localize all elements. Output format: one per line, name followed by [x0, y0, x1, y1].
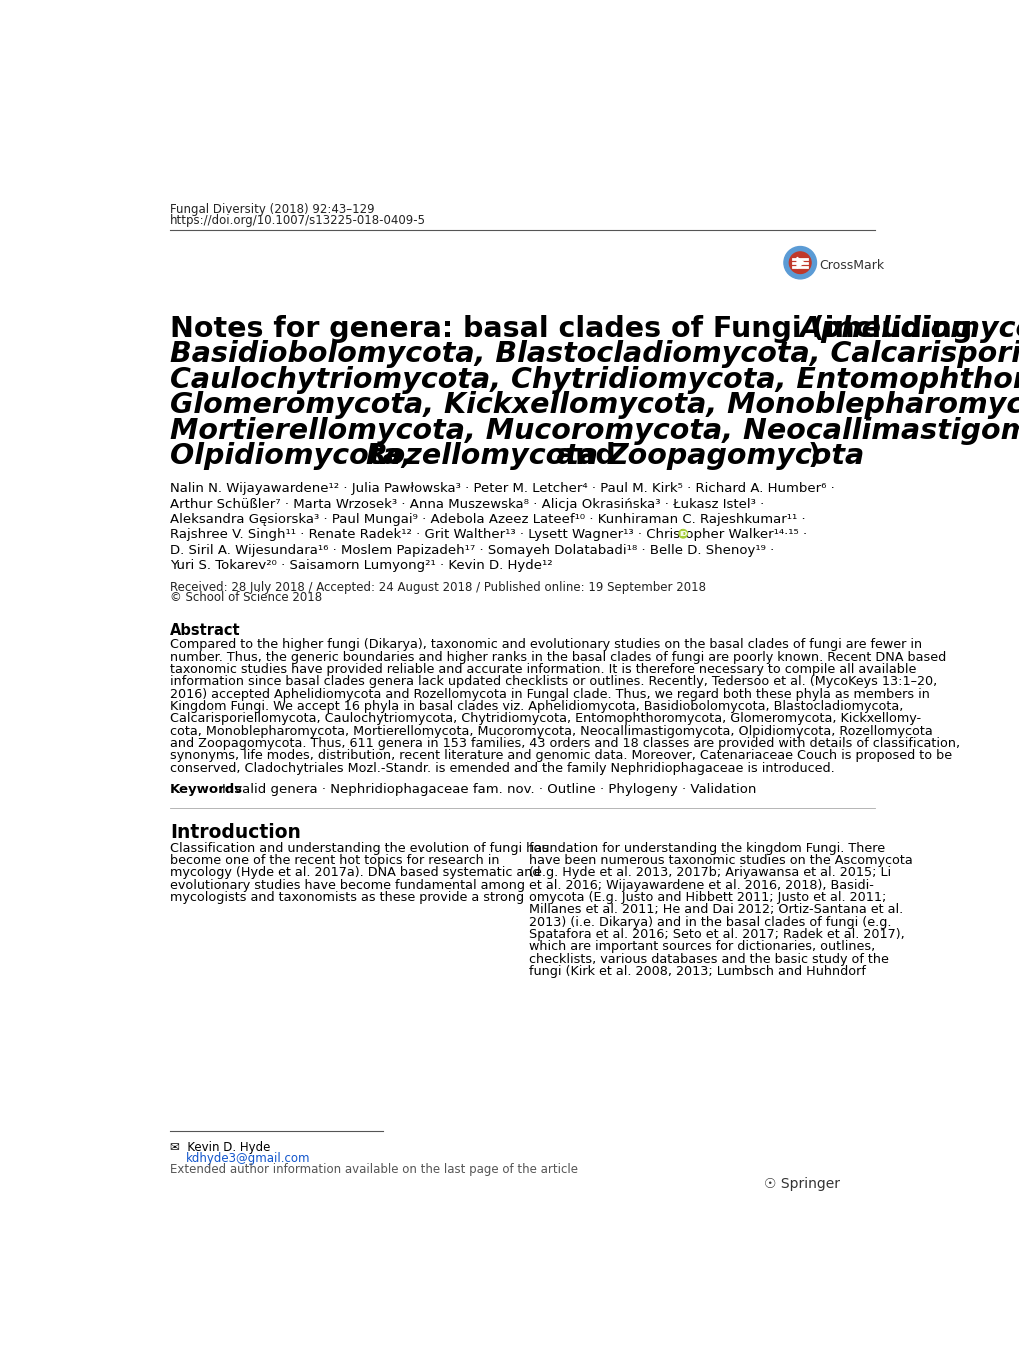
Text: Fungal Diversity (2018) 92:43–129: Fungal Diversity (2018) 92:43–129 [170, 203, 374, 215]
Text: mycology (Hyde et al. 2017a). DNA based systematic and: mycology (Hyde et al. 2017a). DNA based … [170, 866, 540, 879]
Text: Rajshree V. Singh¹¹ · Renate Radek¹² · Grit Walther¹³ · Lysett Wagner¹³ · Christ: Rajshree V. Singh¹¹ · Renate Radek¹² · G… [170, 528, 806, 542]
Text: Kingdom Fungi. We accept 16 phyla in basal clades viz. Aphelidiomycota, Basidiob: Kingdom Fungi. We accept 16 phyla in bas… [170, 701, 903, 713]
Text: Arthur Schüßler⁷ · Marta Wrzosek³ · Anna Muszewska⁸ · Alicja Okrasińska³ · Łukas: Arthur Schüßler⁷ · Marta Wrzosek³ · Anna… [170, 497, 763, 511]
Text: © School of Science 2018: © School of Science 2018 [170, 592, 322, 604]
Text: (e.g. Hyde et al. 2013, 2017b; Ariyawansa et al. 2015; Li: (e.g. Hyde et al. 2013, 2017b; Ariyawans… [529, 866, 891, 879]
Text: Compared to the higher fungi (Dikarya), taxonomic and evolutionary studies on th: Compared to the higher fungi (Dikarya), … [170, 638, 921, 652]
Text: Classification and understanding the evolution of fungi has: Classification and understanding the evo… [170, 841, 548, 855]
Text: Spatafora et al. 2016; Seto et al. 2017; Radek et al. 2017),: Spatafora et al. 2016; Seto et al. 2017;… [529, 928, 904, 940]
Text: Nalin N. Wijayawardene¹² · Julia Pawłowska³ · Peter M. Letcher⁴ · Paul M. Kirk⁵ : Nalin N. Wijayawardene¹² · Julia Pawłows… [170, 482, 835, 495]
Text: evolutionary studies have become fundamental among: evolutionary studies have become fundame… [170, 878, 525, 892]
Text: et al. 2016; Wijayawardene et al. 2016, 2018), Basidi-: et al. 2016; Wijayawardene et al. 2016, … [529, 878, 873, 892]
Text: conserved, Cladochytriales Mozl.-Standr. is emended and the family Nephridiophag: conserved, Cladochytriales Mozl.-Standr.… [170, 762, 835, 775]
Text: Rozellomycota: Rozellomycota [366, 442, 598, 470]
Text: Aleksandra Gęsiorska³ · Paul Mungai⁹ · Adebola Azeez Lateef¹⁰ · Kunhiraman C. Ra: Aleksandra Gęsiorska³ · Paul Mungai⁹ · A… [170, 514, 805, 526]
Text: 2013) (i.e. Dikarya) and in the basal clades of fungi (e.g.: 2013) (i.e. Dikarya) and in the basal cl… [529, 916, 891, 928]
Text: Notes for genera: basal clades of Fungi (including: Notes for genera: basal clades of Fungi … [170, 316, 981, 343]
Text: iD: iD [679, 531, 687, 537]
Polygon shape [796, 257, 803, 268]
Text: Mortierellomycota, Mucoromycota, Neocallimastigomycota,: Mortierellomycota, Mucoromycota, Neocall… [170, 417, 1019, 444]
Text: Received: 28 July 2018 / Accepted: 24 August 2018 / Published online: 19 Septemb: Received: 28 July 2018 / Accepted: 24 Au… [170, 581, 705, 593]
Text: Caulochytriomycota, Chytridiomycota, Entomophthoromycota,: Caulochytriomycota, Chytridiomycota, Ent… [170, 366, 1019, 394]
Text: CrossMark: CrossMark [819, 259, 883, 271]
Text: checklists, various databases and the basic study of the: checklists, various databases and the ba… [529, 953, 888, 966]
Text: Basidiobolomycota, Blastocladiomycota, Calcarisporiellomycota,: Basidiobolomycota, Blastocladiomycota, C… [170, 340, 1019, 369]
Circle shape [784, 247, 815, 279]
Text: synonyms, life modes, distribution, recent literature and genomic data. Moreover: synonyms, life modes, distribution, rece… [170, 749, 952, 763]
Text: ✉  Kevin D. Hyde: ✉ Kevin D. Hyde [170, 1141, 270, 1154]
Text: fungi (Kirk et al. 2008, 2013; Lumbsch and Huhndorf: fungi (Kirk et al. 2008, 2013; Lumbsch a… [529, 965, 865, 978]
Text: Invalid genera · Nephridiophagaceae fam. nov. · Outline · Phylogeny · Validation: Invalid genera · Nephridiophagaceae fam.… [222, 783, 756, 797]
Text: Aphelidiomycota,: Aphelidiomycota, [799, 316, 1019, 343]
Text: information since basal clades genera lack updated checklists or outlines. Recen: information since basal clades genera la… [170, 675, 936, 688]
Text: number. Thus, the generic boundaries and higher ranks in the basal clades of fun: number. Thus, the generic boundaries and… [170, 650, 946, 664]
Text: cota, Monoblepharomycota, Mortierellomycota, Mucoromycota, Neocallimastigomycota: cota, Monoblepharomycota, Mortierellomyc… [170, 725, 932, 737]
Text: 2016) accepted Aphelidiomycota and Rozellomycota in Fungal clade. Thus, we regar: 2016) accepted Aphelidiomycota and Rozel… [170, 688, 929, 701]
Text: Calcarisporiellomycota, Caulochytriomycota, Chytridiomycota, Entomophthoromycota: Calcarisporiellomycota, Caulochytriomyco… [170, 713, 920, 725]
Text: Glomeromycota, Kickxellomycota, Monoblepharomycota,: Glomeromycota, Kickxellomycota, Monoblep… [170, 392, 1019, 419]
Text: have been numerous taxonomic studies on the Ascomycota: have been numerous taxonomic studies on … [529, 854, 912, 867]
Text: and Zoopagomycota. Thus, 611 genera in 153 families, 43 orders and 18 classes ar: and Zoopagomycota. Thus, 611 genera in 1… [170, 737, 959, 751]
Text: become one of the recent hot topics for research in: become one of the recent hot topics for … [170, 854, 499, 867]
Text: Zoopagomycota: Zoopagomycota [607, 442, 864, 470]
Circle shape [789, 252, 810, 274]
Text: and: and [546, 442, 626, 470]
Text: ☉ Springer: ☉ Springer [763, 1177, 839, 1191]
Text: https://doi.org/10.1007/s13225-018-0409-5: https://doi.org/10.1007/s13225-018-0409-… [170, 214, 426, 228]
Text: taxonomic studies have provided reliable and accurate information. It is therefo: taxonomic studies have provided reliable… [170, 663, 916, 676]
Text: Introduction: Introduction [170, 824, 301, 843]
Text: Yuri S. Tokarev²⁰ · Saisamorn Lumyong²¹ · Kevin D. Hyde¹²: Yuri S. Tokarev²⁰ · Saisamorn Lumyong²¹ … [170, 560, 552, 572]
Circle shape [679, 530, 687, 538]
Text: ): ) [807, 442, 820, 470]
Text: kdhyde3@gmail.com: kdhyde3@gmail.com [185, 1152, 310, 1165]
Text: which are important sources for dictionaries, outlines,: which are important sources for dictiona… [529, 940, 874, 954]
Text: D. Siril A. Wijesundara¹⁶ · Moslem Papizadeh¹⁷ · Somayeh Dolatabadi¹⁸ · Belle D.: D. Siril A. Wijesundara¹⁶ · Moslem Papiz… [170, 543, 773, 557]
Text: Millanes et al. 2011; He and Dai 2012; Ortiz-Santana et al.: Millanes et al. 2011; He and Dai 2012; O… [529, 904, 902, 916]
Text: Extended author information available on the last page of the article: Extended author information available on… [170, 1163, 578, 1176]
Text: omycota (E.g. Justo and Hibbett 2011; Justo et al. 2011;: omycota (E.g. Justo and Hibbett 2011; Ju… [529, 892, 886, 904]
Text: Abstract: Abstract [170, 623, 240, 638]
Text: mycologists and taxonomists as these provide a strong: mycologists and taxonomists as these pro… [170, 892, 524, 904]
Text: foundation for understanding the kingdom Fungi. There: foundation for understanding the kingdom… [529, 841, 884, 855]
Text: Keywords: Keywords [170, 783, 243, 797]
Text: Olpidiomycota,: Olpidiomycota, [170, 442, 422, 470]
